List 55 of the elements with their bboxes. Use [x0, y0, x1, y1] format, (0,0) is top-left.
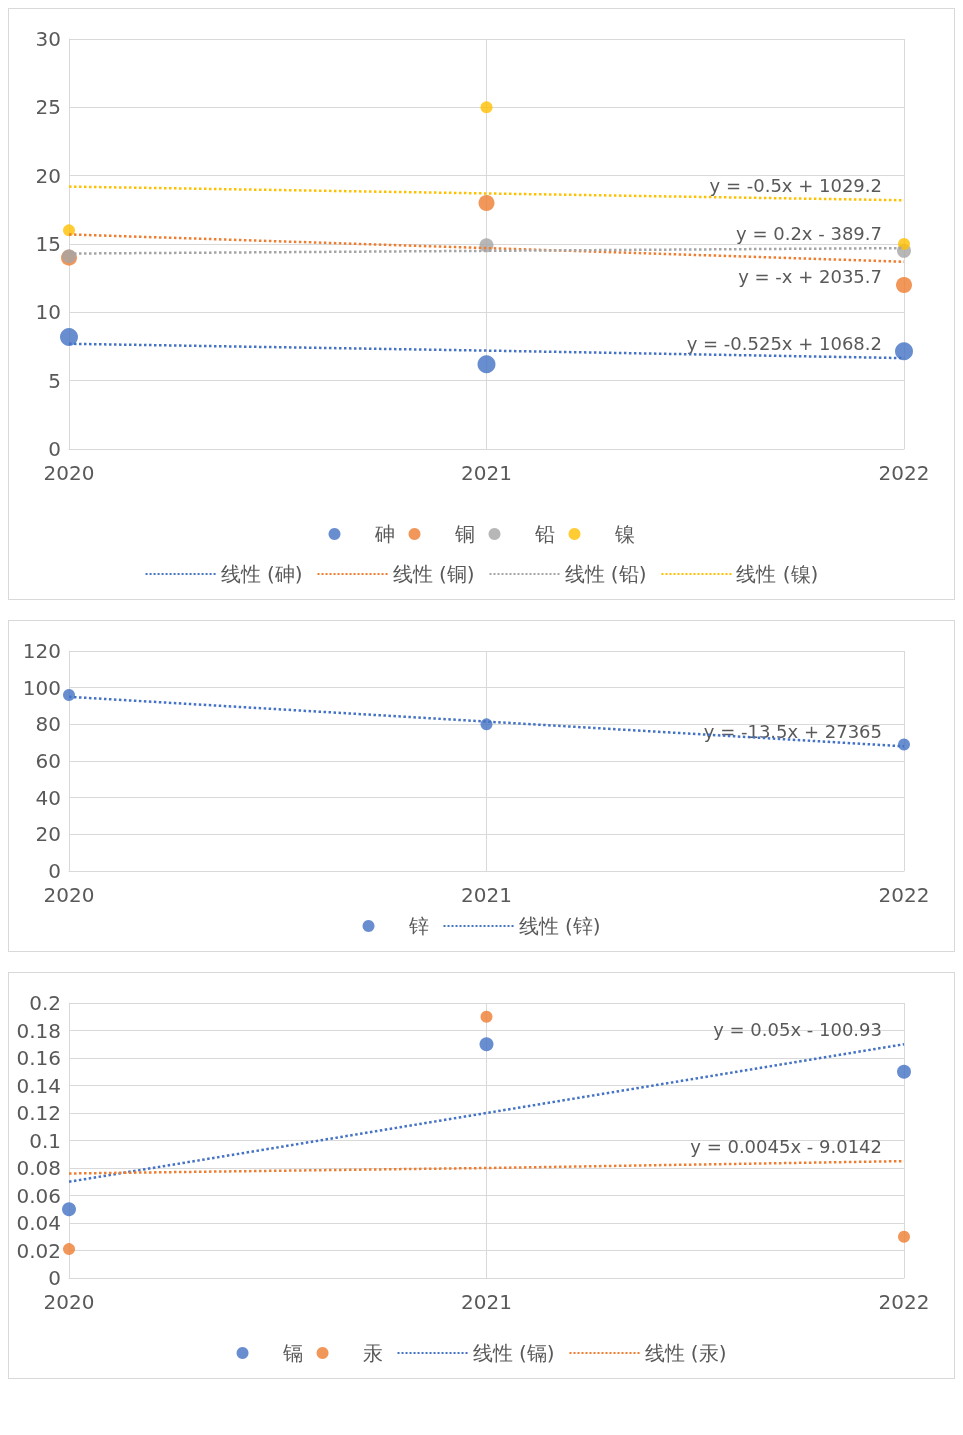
y-tick-label: 0.2 [29, 991, 61, 1015]
annotation: y = -0.5x + 1029.2 [709, 174, 882, 196]
legend-label: 线性 (汞) [644, 1341, 727, 1365]
y-tick-label: 0.12 [16, 1101, 61, 1125]
legend-label: 镍 [613, 522, 635, 546]
x-tick-label: 2021 [461, 1290, 512, 1314]
y-tick-label: 0.02 [16, 1238, 61, 1263]
legend-label: 线性 (锌) [518, 914, 601, 938]
y-tick-label: 0.16 [16, 1046, 61, 1070]
x-tick-label: 2022 [878, 883, 930, 907]
y-tick-label: 0.18 [16, 1018, 61, 1043]
y-tick-label: 15 [35, 232, 61, 256]
x-tick-label: 2021 [461, 461, 512, 485]
x-tick-label: 2020 [43, 1290, 95, 1314]
x-tick-label: 2020 [43, 883, 95, 907]
legend-label: 汞 [362, 1341, 383, 1365]
y-tick-label: 100 [22, 675, 61, 700]
legend-label: 线性 (铜) [392, 562, 475, 586]
y-tick-label: 120 [22, 639, 61, 663]
y-tick-label: 5 [48, 368, 61, 393]
annotation: y = 0.05x - 100.93 [713, 1018, 882, 1040]
y-tick-label: 10 [35, 300, 61, 325]
annotation: y = -0.525x + 1068.2 [686, 332, 882, 354]
y-tick-label: 0.08 [16, 1156, 61, 1180]
y-tick-label: 20 [35, 163, 61, 188]
x-tick-label: 2021 [461, 883, 512, 907]
y-tick-label: 0 [48, 859, 61, 883]
y-tick-label: 30 [35, 27, 61, 51]
legend-label: 线性 (镉) [472, 1341, 555, 1365]
y-tick-label: 0 [48, 437, 61, 461]
y-tick-label: 0.04 [16, 1211, 61, 1235]
legend-label: 线性 (砷) [220, 562, 303, 586]
y-tick-label: 0.06 [16, 1183, 61, 1208]
y-tick-label: 25 [35, 95, 61, 120]
legend-label: 铜 [453, 522, 475, 546]
x-tick-label: 2020 [43, 461, 95, 485]
y-tick-label: 0.14 [16, 1073, 61, 1098]
legend-label: 锌 [407, 914, 429, 938]
legend-label: 镉 [281, 1341, 303, 1365]
y-tick-label: 0 [48, 1266, 61, 1290]
y-tick-label: 0.1 [29, 1128, 61, 1153]
annotation: y = -x + 2035.7 [738, 266, 882, 288]
y-tick-label: 20 [35, 822, 61, 847]
y-tick-label: 80 [35, 712, 61, 737]
annotation: y = 0.0045x - 9.0142 [690, 1135, 882, 1157]
legend-label: 线性 (镍) [736, 562, 819, 586]
y-tick-label: 40 [35, 785, 61, 810]
legend-label: 砷 [373, 522, 395, 546]
y-tick-label: 60 [35, 749, 61, 773]
legend-label: 线性 (铅) [564, 562, 647, 586]
x-tick-label: 2022 [878, 1290, 930, 1314]
x-tick-label: 2022 [878, 461, 930, 485]
legend-label: 铅 [533, 522, 555, 546]
annotation: y = -13.5x + 27365 [703, 720, 882, 742]
annotation: y = 0.2x - 389.7 [736, 222, 882, 244]
